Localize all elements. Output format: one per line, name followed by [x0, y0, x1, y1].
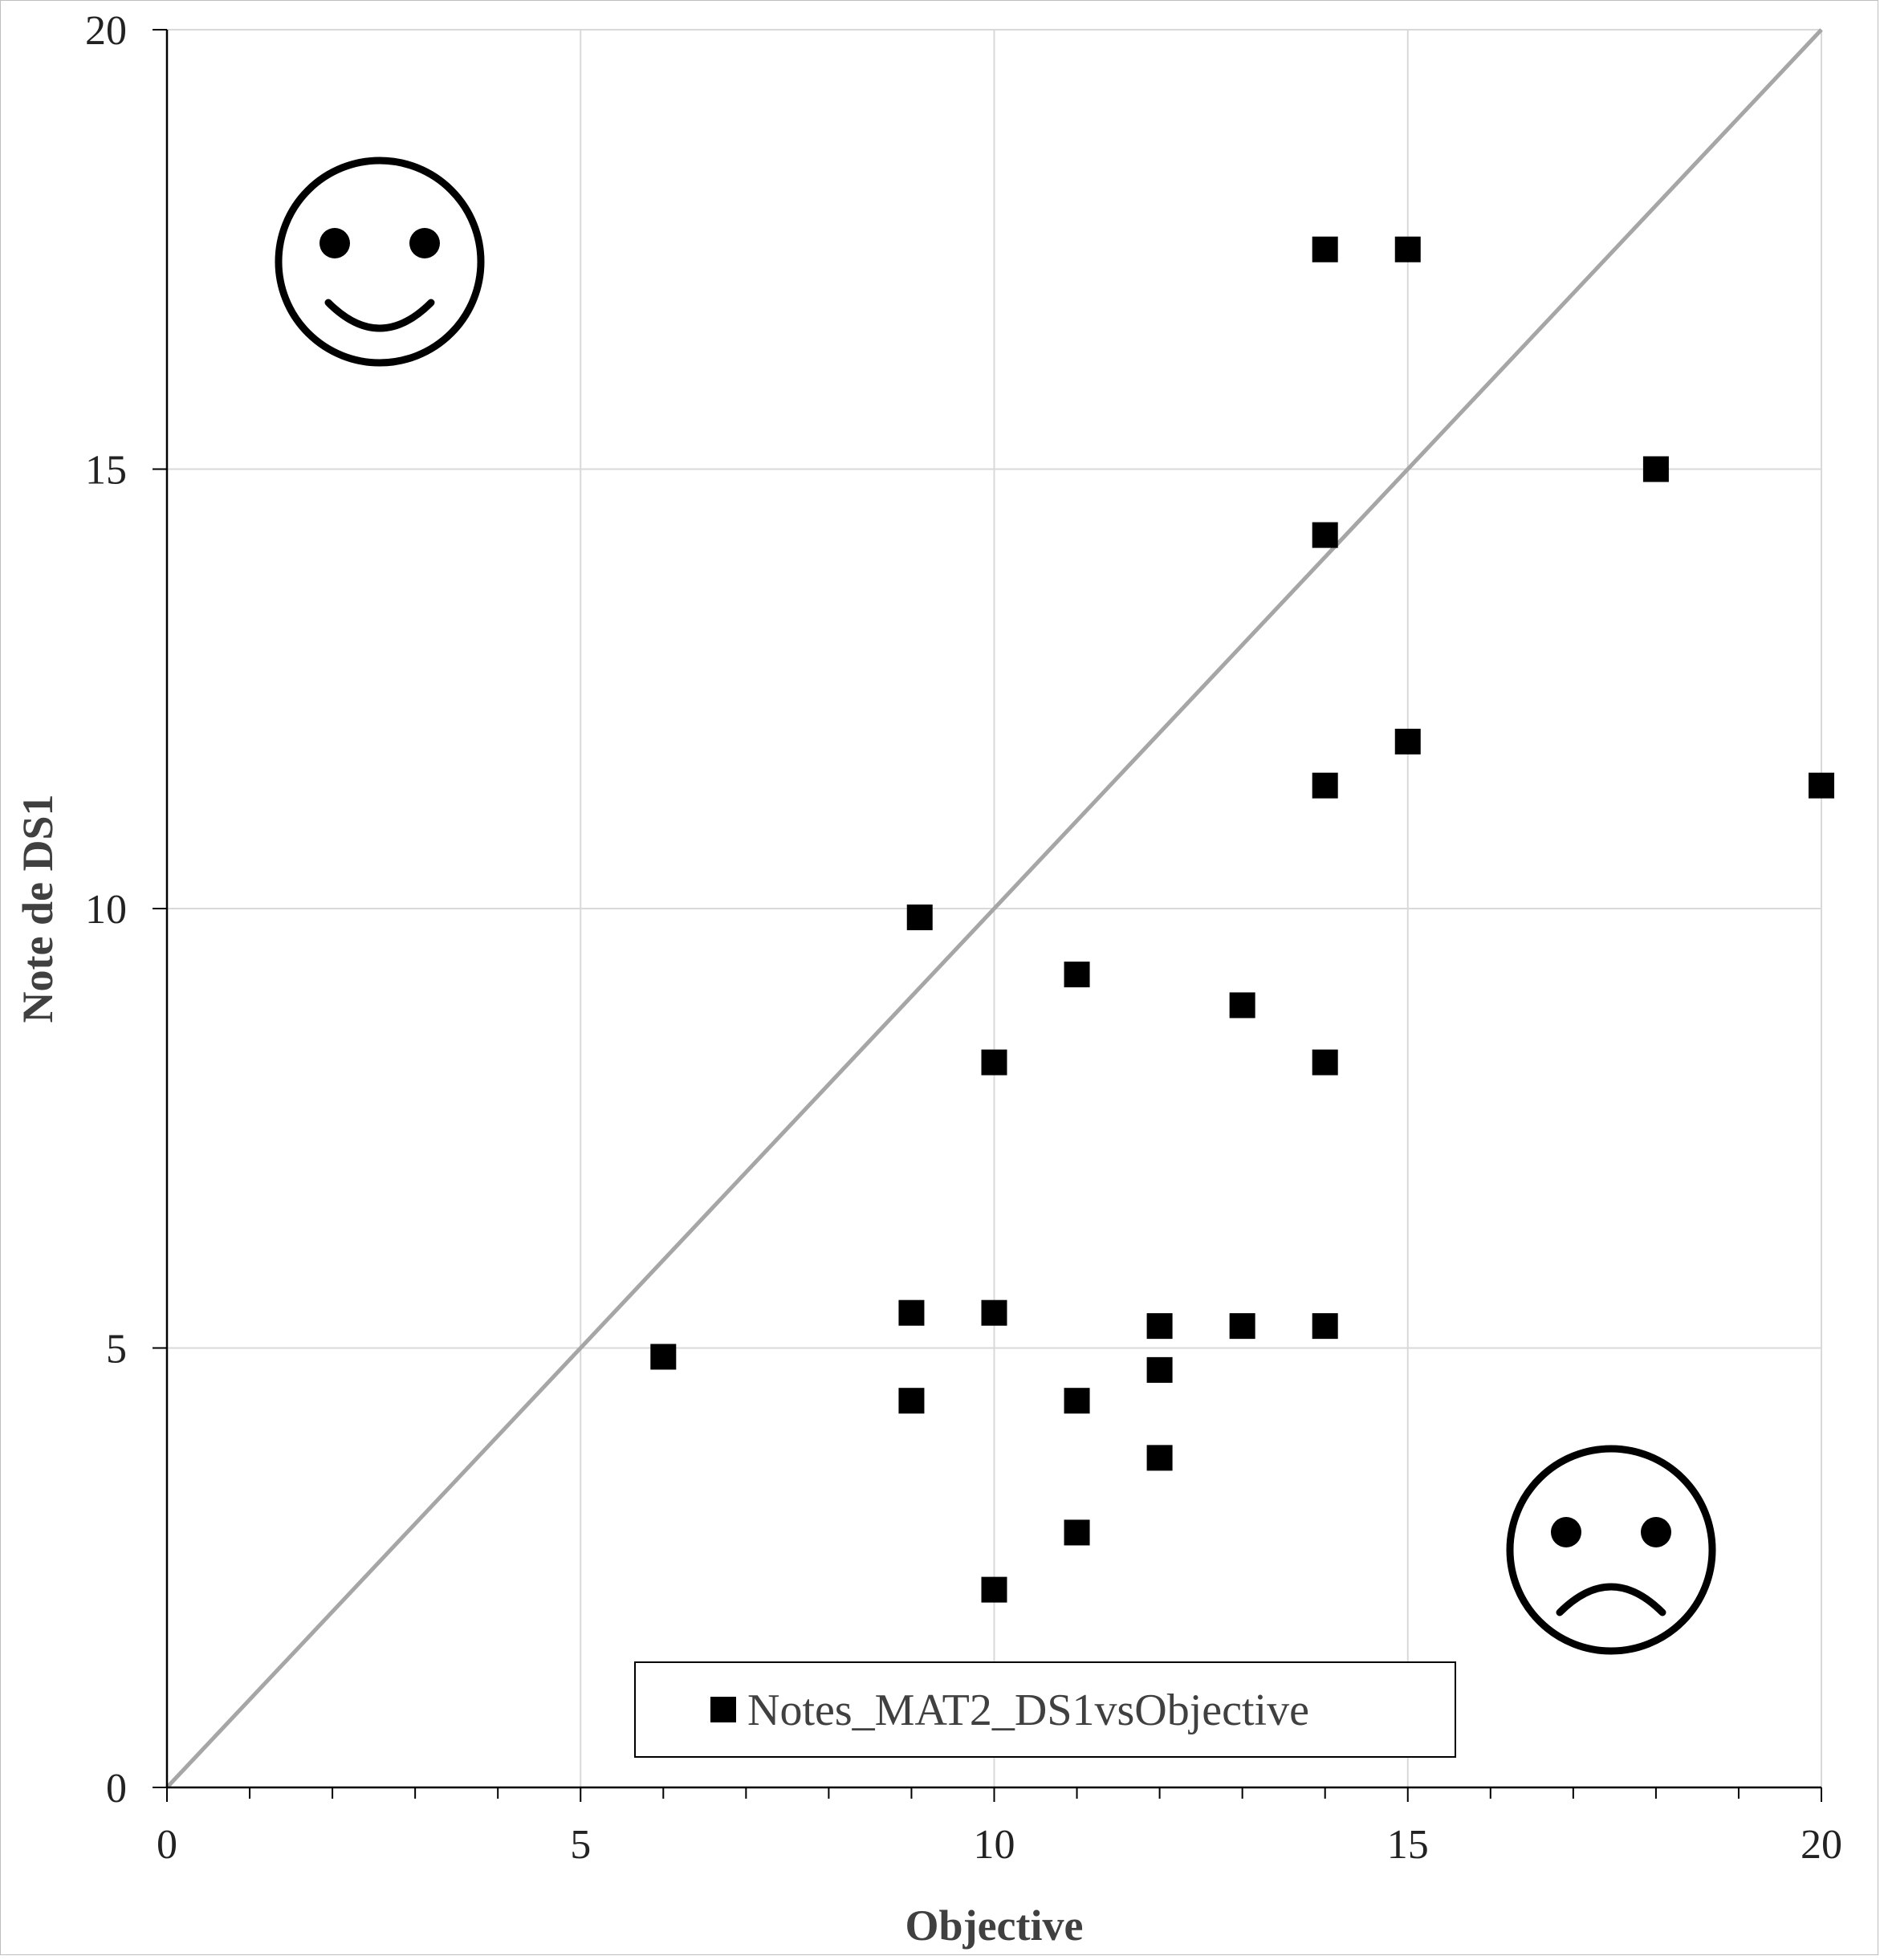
data-point-square: [1394, 728, 1421, 754]
data-point-square: [1312, 522, 1338, 548]
x-tick-label: 10: [974, 1822, 1015, 1868]
y-tick-label: 0: [106, 1766, 127, 1812]
data-point-square: [1312, 236, 1338, 262]
smiley-face-icon: [275, 157, 485, 367]
data-point-square: [1394, 236, 1421, 262]
y-tick-label: 20: [85, 8, 127, 54]
data-points: [650, 236, 1834, 1603]
y-tick-label: 15: [85, 448, 127, 494]
x-tick-label: 20: [1801, 1822, 1842, 1868]
data-point-square: [650, 1344, 677, 1370]
data-point-square: [1312, 772, 1338, 799]
x-tick-label: 15: [1387, 1822, 1429, 1868]
frowning-face-icon: [1506, 1445, 1716, 1655]
data-point-square: [898, 1388, 925, 1414]
data-point-square: [1064, 962, 1090, 988]
data-point-square: [898, 1299, 925, 1326]
data-point-square: [906, 904, 933, 930]
data-point-square: [1146, 1313, 1173, 1340]
data-point-square: [981, 1049, 1007, 1076]
axes: [153, 29, 1822, 1802]
data-point-square: [1229, 992, 1255, 1019]
legend: Notes_MAT2_DS1vsObjective: [634, 1661, 1456, 1758]
y-tick-label: 5: [106, 1327, 127, 1372]
data-point-square: [1229, 1313, 1255, 1340]
y-tick-labels: 0 5 10 15 20: [85, 8, 127, 1812]
data-point-square: [1064, 1519, 1090, 1546]
data-point-square: [1146, 1356, 1173, 1383]
data-point-square: [1809, 772, 1834, 799]
data-point-square: [981, 1299, 1007, 1326]
data-point-square: [1312, 1049, 1338, 1076]
reference-diagonal-line: [165, 28, 1823, 1789]
x-tick-labels: 0 5 10 15 20: [157, 1822, 1842, 1868]
data-point-square: [1064, 1388, 1090, 1414]
x-tick-label: 5: [570, 1822, 591, 1868]
legend-series-label: Notes_MAT2_DS1vsObjective: [747, 1686, 1309, 1735]
x-tick-label: 0: [157, 1822, 177, 1868]
data-point-square: [1642, 456, 1669, 482]
data-point-square: [1312, 1313, 1338, 1340]
data-point-square: [1146, 1445, 1173, 1471]
legend-box: [634, 1661, 1456, 1758]
legend-marker-square: [710, 1697, 736, 1722]
x-axis-title: Objective: [905, 1901, 1084, 1950]
y-axis-title: Note de DS1: [14, 795, 62, 1023]
data-point-square: [981, 1576, 1007, 1603]
y-tick-label: 10: [85, 887, 127, 933]
